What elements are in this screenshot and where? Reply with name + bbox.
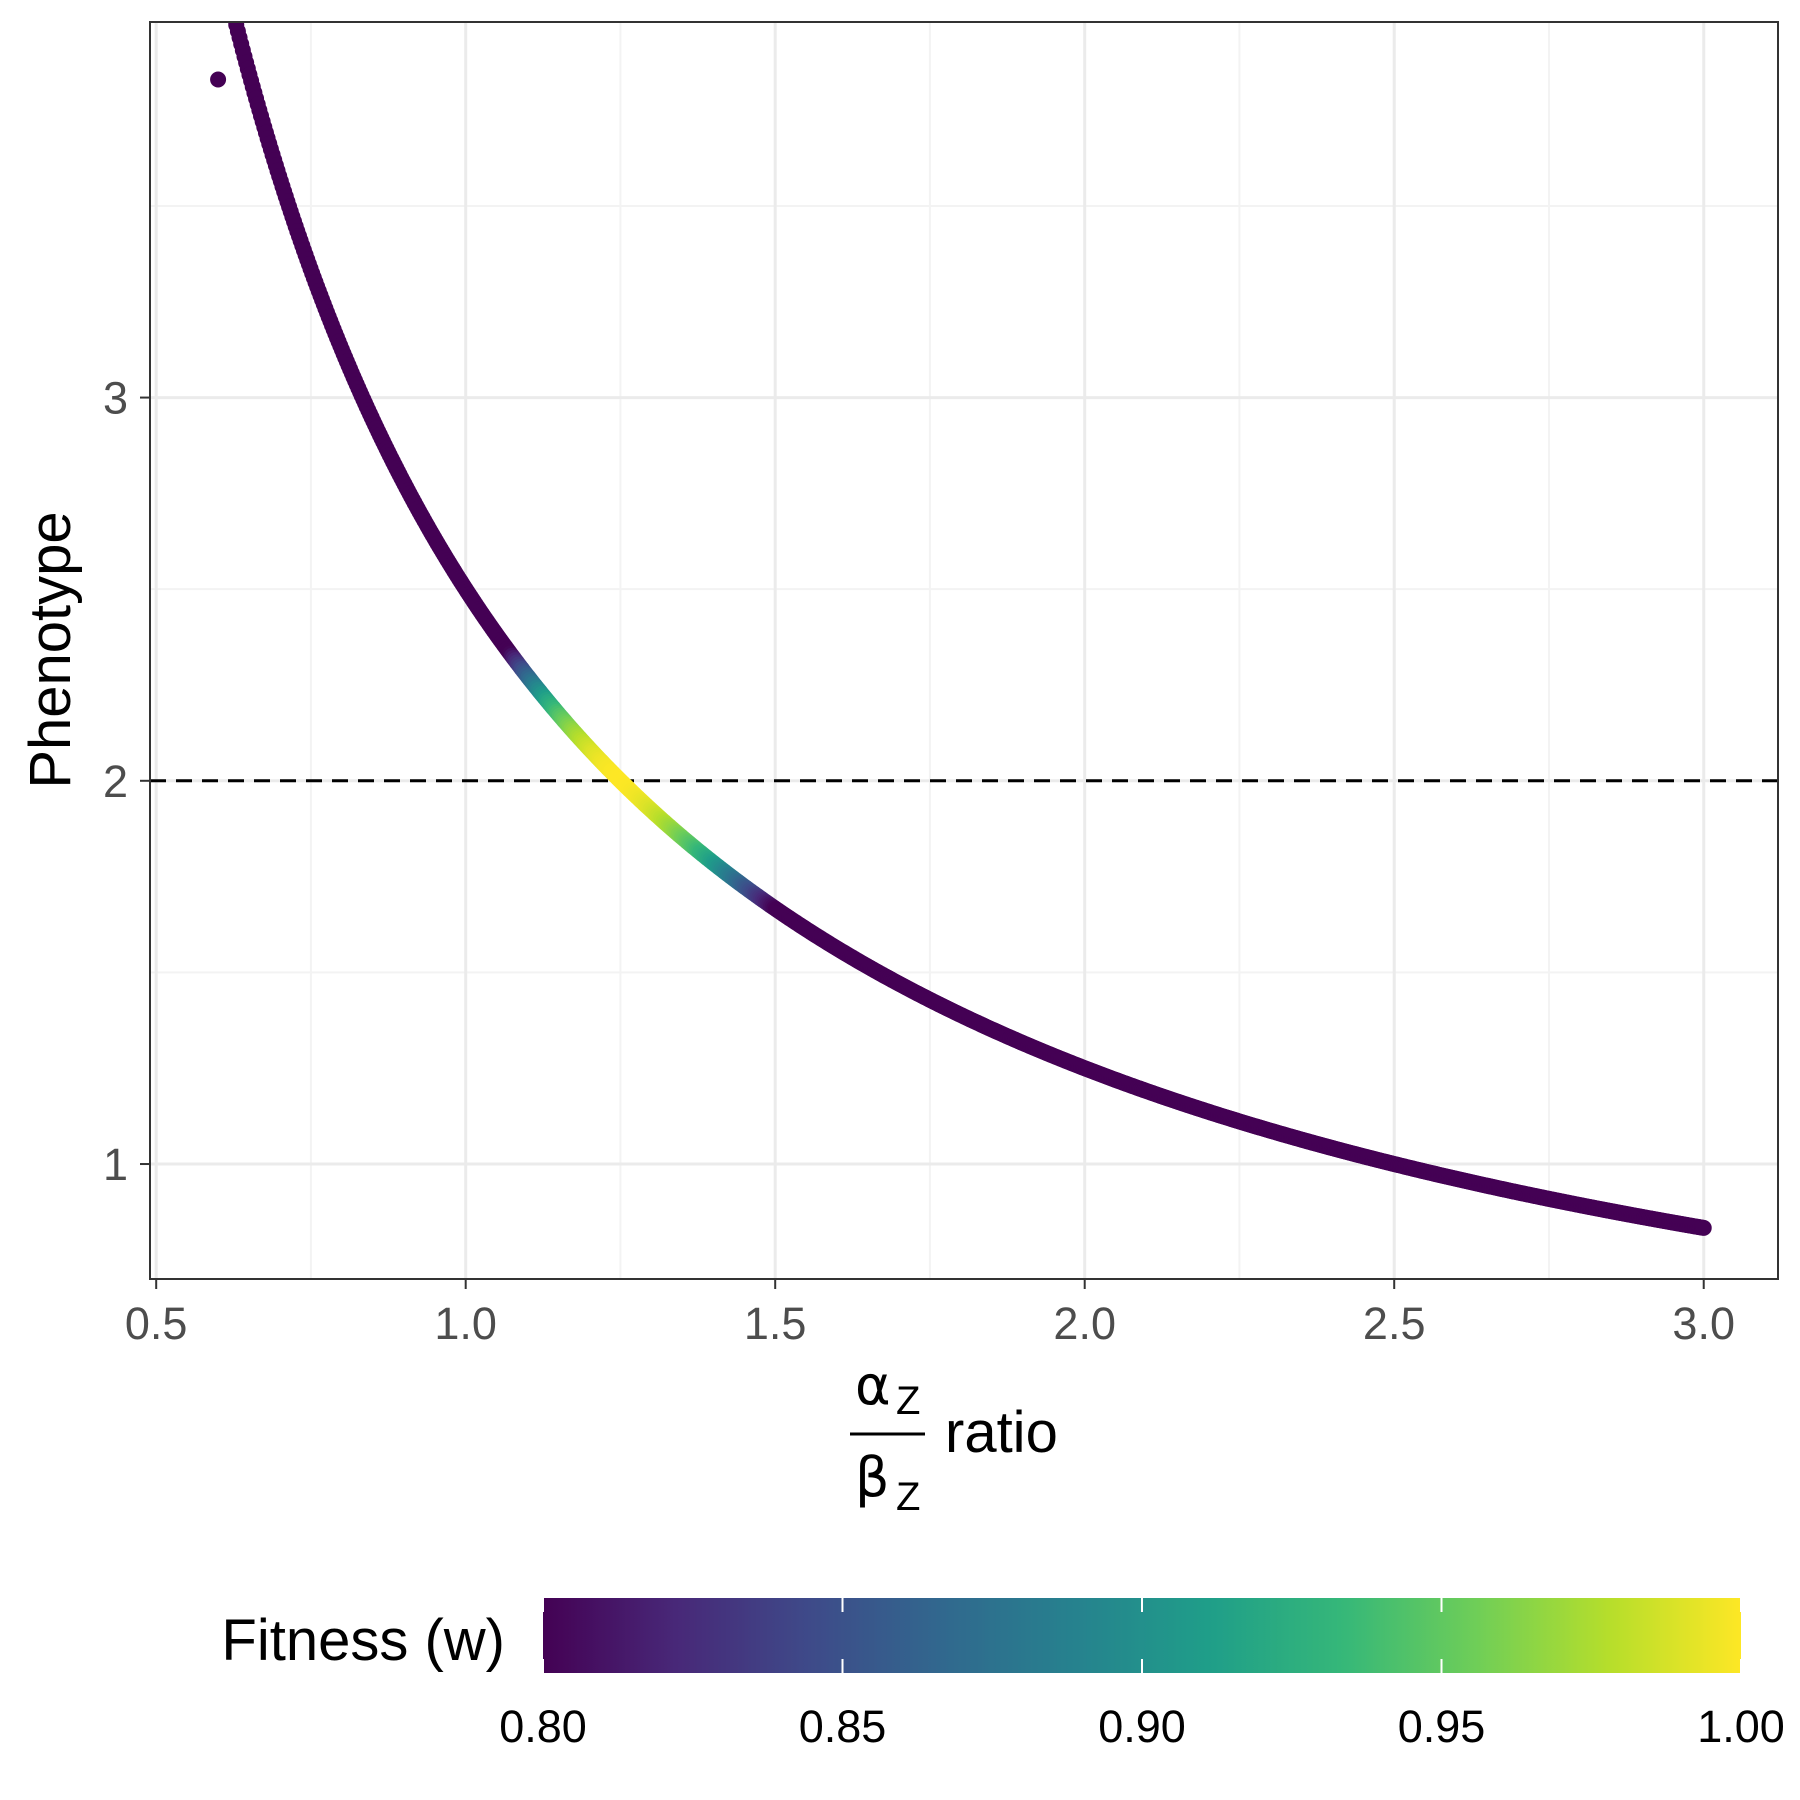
outlier-point bbox=[210, 71, 227, 88]
colorbar-tick-label: 0.95 bbox=[1398, 1701, 1486, 1752]
panel-border bbox=[149, 21, 1779, 1280]
colorbar-ticks: 0.80 0.85 0.90 0.95 1.00 bbox=[499, 1598, 1785, 1752]
curve-point bbox=[1695, 1219, 1712, 1236]
colorbar-tick-label: 0.80 bbox=[499, 1701, 587, 1752]
colorbar-tick-label: 1.00 bbox=[1697, 1701, 1785, 1752]
legend-title: Fitness (w) bbox=[221, 1608, 505, 1673]
x-title-suffix: ratio bbox=[945, 1400, 1058, 1465]
x-tick-label: 3.0 bbox=[1672, 1298, 1735, 1349]
y-tick-label: 3 bbox=[103, 373, 128, 424]
y-axis-title: Phenotype bbox=[18, 511, 83, 788]
x-tick-label: 0.5 bbox=[125, 1298, 188, 1349]
x-title-denominator: β bbox=[855, 1446, 889, 1509]
x-tick-label: 2.5 bbox=[1363, 1298, 1426, 1349]
x-axis: 0.5 1.0 1.5 2.0 2.5 3.0 bbox=[125, 1279, 1735, 1349]
y-tick-label: 1 bbox=[103, 1139, 128, 1190]
x-title-denominator-subscript: Z bbox=[896, 1475, 920, 1519]
x-title-numerator-subscript: Z bbox=[896, 1379, 920, 1423]
colorbar-tick-label: 0.85 bbox=[799, 1701, 887, 1752]
grid bbox=[150, 22, 1778, 1279]
y-axis: 1 2 3 bbox=[103, 373, 150, 1190]
x-tick-label: 2.0 bbox=[1053, 1298, 1116, 1349]
x-axis-title: α Z β Z ratio bbox=[850, 1354, 1058, 1519]
colorbar-tick-label: 0.90 bbox=[1098, 1701, 1186, 1752]
x-title-numerator: α bbox=[855, 1354, 891, 1417]
colorbar-legend: Fitness (w) 0.80 0.85 0.90 0.95 1.00 bbox=[221, 1598, 1785, 1752]
x-tick-label: 1.5 bbox=[744, 1298, 807, 1349]
y-tick-label: 2 bbox=[103, 756, 128, 807]
phenotype-curve bbox=[210, 22, 1712, 1236]
x-tick-label: 1.0 bbox=[434, 1298, 497, 1349]
